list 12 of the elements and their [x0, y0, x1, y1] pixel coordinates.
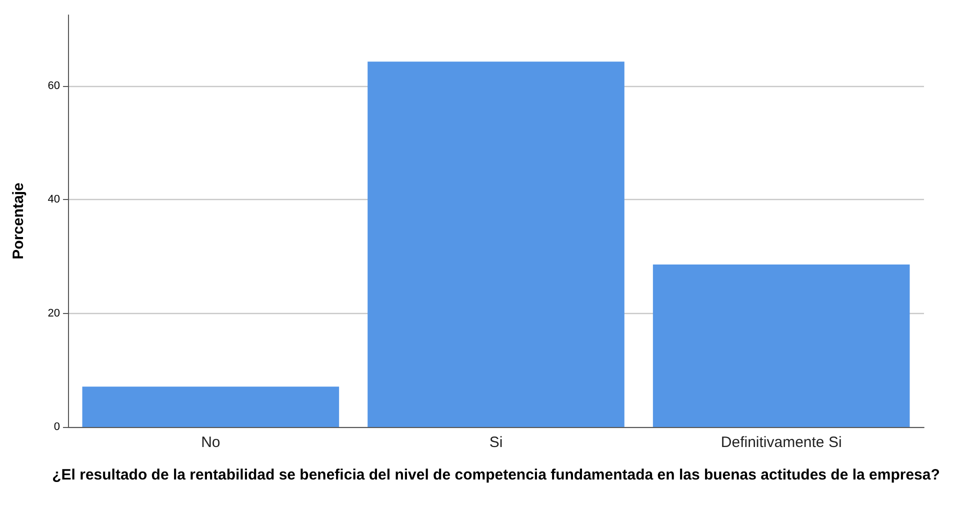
x-tick-label: Definitivamente Si — [720, 434, 842, 451]
x-axis-title: ¿El resultado de la rentabilidad se beneficia del nivel de competencia fundamentada en las buenas actitudes de la empresa? — [52, 466, 940, 484]
x-tick-label: Si — [489, 434, 503, 451]
bar — [368, 62, 624, 427]
bar — [652, 264, 910, 427]
y-tick-label: 40 — [48, 194, 60, 206]
bar — [82, 386, 340, 427]
x-tick-label: No — [201, 434, 220, 451]
y-tick-label: 60 — [48, 80, 60, 92]
y-tick-label: 0 — [54, 421, 60, 433]
y-axis-title: Porcentaje — [10, 182, 27, 260]
y-tick-label: 20 — [48, 307, 60, 320]
